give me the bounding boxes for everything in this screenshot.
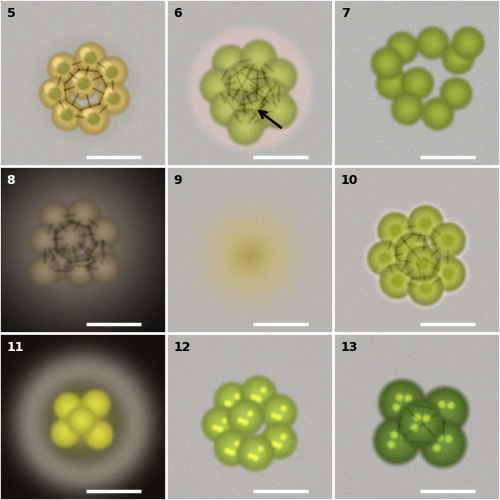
Text: 5: 5 — [6, 6, 16, 20]
Text: 7: 7 — [341, 6, 349, 20]
Text: 11: 11 — [6, 341, 24, 354]
Text: 9: 9 — [174, 174, 182, 186]
Text: 8: 8 — [6, 174, 16, 186]
Text: 13: 13 — [341, 341, 358, 354]
Text: 10: 10 — [341, 174, 358, 186]
Text: 6: 6 — [174, 6, 182, 20]
Text: 12: 12 — [174, 341, 191, 354]
